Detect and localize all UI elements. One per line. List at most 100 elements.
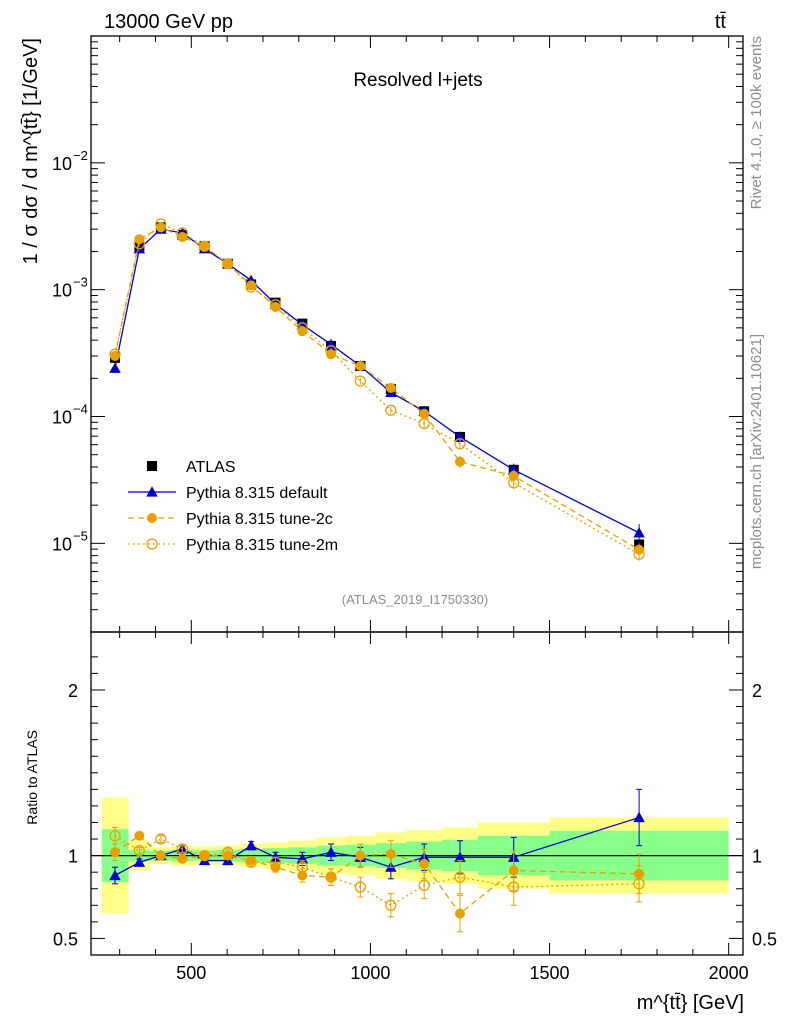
y-tick-exponent: −3 (73, 275, 88, 290)
ratio-point (297, 870, 308, 881)
ratio-series-line-0 (114, 816, 640, 877)
main-point (296, 322, 309, 334)
ratio-point (296, 861, 309, 873)
legend-marker (147, 513, 157, 523)
x-tick-label: 1000 (350, 963, 390, 983)
ratio-point (222, 846, 234, 858)
main-point (454, 438, 466, 450)
y-tick-label: 10 (52, 534, 72, 554)
ratio-point (176, 843, 189, 855)
main-point (296, 318, 309, 330)
ratio-tick-label-right: 0.5 (752, 929, 777, 949)
plot-frames (90, 35, 744, 956)
legend-marker (146, 486, 158, 497)
main-point (133, 238, 146, 250)
ratio-point (110, 847, 121, 858)
x-axis-label: m^{tt̄} [GeV] (637, 992, 744, 1014)
main-point (419, 408, 430, 419)
legend-label: Pythia 8.315 tune-2m (186, 537, 338, 554)
x-tick-label: 500 (176, 963, 206, 983)
ratio-tick-label-right: 1 (752, 847, 762, 867)
ratio-point (109, 869, 121, 881)
ratio-point (454, 908, 465, 919)
legend-label: Pythia 8.315 default (186, 485, 328, 502)
y-tick-label: 10 (52, 281, 72, 301)
ratio-point (454, 851, 466, 862)
ratio-point (198, 849, 211, 862)
ratio-series-line-2 (114, 835, 640, 907)
main-point (177, 232, 188, 243)
main-point (109, 348, 121, 360)
main-point (418, 417, 430, 430)
main-point (155, 218, 167, 230)
ratio-point (133, 844, 146, 857)
legend: ATLAS Pythia 8.315 default Pythia 8.315 tu… (128, 459, 338, 554)
main-point (109, 362, 121, 373)
legend-label: Pythia 8.315 tune-2c (186, 511, 333, 528)
y-tick-exponent: −2 (73, 148, 88, 163)
main-series-group (109, 218, 645, 561)
ratio-tick-label-left: 2 (68, 681, 78, 701)
main-point (176, 227, 189, 239)
y-axis-label: 1 / σ dσ / d m^{tt̄} [1/GeV] (20, 38, 42, 264)
main-point (507, 464, 520, 475)
energy-label: 13000 GeV pp (104, 11, 233, 33)
main-point (198, 240, 211, 252)
ratio-point (269, 856, 282, 868)
mcplots-label: mcplots.cern.ch [arXiv:2401.10621] (748, 334, 765, 569)
ratio-point (155, 833, 167, 845)
y-tick-exponent: −4 (73, 402, 88, 417)
ratio-frame (90, 631, 744, 956)
main-point (633, 527, 645, 538)
ratio-point (245, 839, 257, 851)
legend-marker (146, 538, 158, 550)
y-tick-label: 10 (52, 154, 72, 174)
x-tick-label: 2000 (709, 963, 749, 983)
main-point (326, 349, 337, 360)
main-point (222, 258, 234, 270)
ratio-tick-label-right: 2 (752, 681, 762, 701)
process-label: tt̄ (715, 11, 727, 33)
ratio-series-group (109, 788, 645, 933)
ratio-point (385, 899, 397, 911)
main-point (245, 281, 257, 293)
legend-label: ATLAS (186, 459, 236, 476)
ratio-point (134, 830, 145, 841)
main-point (385, 382, 396, 393)
analysis-id-label: (ATLAS_2019_I1750330) (342, 592, 488, 607)
ratio-tick-label-left: 1 (68, 847, 78, 867)
main-point (297, 326, 308, 337)
ratio-point (354, 881, 367, 893)
ratio-point (508, 881, 520, 893)
ratio-point (355, 850, 366, 861)
plot-title: Resolved l+jets (353, 70, 482, 91)
ratio-point (454, 871, 466, 883)
main-series-line-3 (114, 223, 640, 555)
main-series-line-1 (114, 228, 640, 534)
axis-ticks (91, 35, 743, 955)
ratio-point (385, 848, 396, 859)
ratio-tick-label-left: 0.5 (53, 929, 78, 949)
legend-marker (147, 461, 157, 471)
ratio-point (325, 871, 337, 883)
ratio-point (418, 879, 430, 892)
main-point (385, 404, 397, 416)
ratio-point (633, 878, 645, 890)
main-point (354, 375, 367, 387)
main-point (508, 477, 520, 489)
x-tick-label: 1500 (530, 963, 570, 983)
ratio-point (419, 858, 430, 869)
ratio-point (109, 830, 121, 842)
rivet-version-label: Rivet 4.1.0, ≥ 100k events (748, 36, 765, 209)
main-point (454, 456, 465, 467)
main-point (269, 299, 282, 311)
y-tick-label: 10 (52, 408, 72, 428)
ratio-point (325, 846, 337, 857)
main-point (633, 548, 645, 560)
ratio-point (155, 850, 166, 861)
ratio-point (133, 856, 146, 867)
y-tick-exponent: −5 (73, 528, 88, 543)
ratio-point (245, 856, 257, 868)
